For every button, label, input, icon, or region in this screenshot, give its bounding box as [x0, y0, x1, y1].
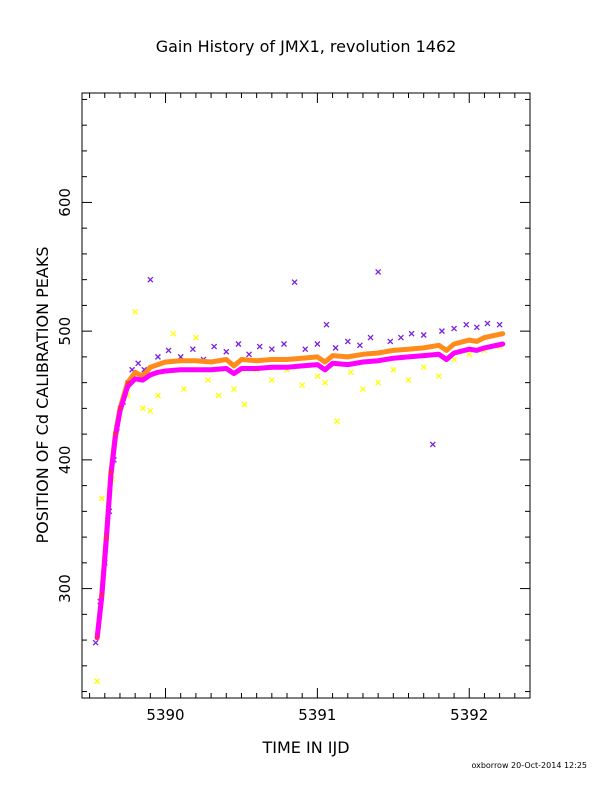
y-tick-label: 300 [56, 574, 74, 603]
yellow-point [230, 386, 237, 393]
purple-point [387, 338, 394, 345]
red-point [112, 431, 118, 437]
yellow-point [268, 377, 275, 384]
purple-point [420, 332, 427, 338]
x-tick-label: 5391 [298, 706, 336, 724]
purple-point [451, 325, 458, 332]
purple-point [223, 348, 230, 355]
yellow-point [466, 351, 473, 358]
purple-point [429, 441, 436, 448]
magenta-series-line [94, 341, 506, 640]
purple-point [235, 341, 242, 347]
purple-point [281, 341, 287, 347]
plot-area: 5390 5391 5392 300 400 500 600 [56, 92, 531, 724]
purple-point [332, 344, 339, 351]
purple-point [484, 320, 491, 327]
plot-frame [81, 92, 531, 699]
yellow-point [205, 377, 212, 384]
purple-point [268, 346, 275, 353]
purple-point [356, 342, 363, 349]
purple-point [344, 338, 351, 345]
purple-point [438, 328, 445, 335]
yellow-point [94, 678, 101, 685]
purple-point [302, 346, 309, 353]
purple-point [92, 639, 99, 646]
yellow-point [405, 377, 412, 384]
red-point [117, 405, 123, 411]
yellow-point [192, 334, 199, 341]
red-point [103, 534, 109, 540]
yellow-point [322, 379, 328, 386]
purple-point [323, 321, 330, 328]
yellow-point [139, 405, 146, 412]
yellow-point [241, 401, 248, 408]
purple-point [375, 268, 382, 275]
yellow-point [435, 373, 442, 380]
y-axis-label: POSITION OF Cd CALIBRATION PEAKS [33, 247, 52, 544]
yellow-point [451, 356, 458, 363]
purple-point [291, 279, 298, 286]
purple-point [189, 346, 196, 353]
yellow-point [347, 369, 354, 376]
purple-point [154, 353, 161, 360]
yellow-point [180, 386, 187, 393]
x-tick-label: 5392 [450, 706, 488, 724]
yellow-point [420, 364, 427, 371]
red-point [99, 592, 105, 598]
yellow-point [299, 382, 306, 389]
x-axis-label: TIME IN IJD [261, 738, 349, 757]
yellow-point [132, 308, 139, 315]
purple-point [246, 351, 253, 358]
yellow-point [215, 392, 222, 399]
yellow-point [390, 366, 397, 373]
purple-point [256, 343, 263, 350]
orange-series-line [94, 331, 506, 640]
footer-credit: oxborrow 20-Oct-2014 12:25 [471, 761, 587, 770]
yellow-point [314, 373, 321, 380]
purple-point [147, 276, 154, 283]
yellow-point [170, 330, 177, 337]
red-point [108, 470, 114, 476]
yellow-point [154, 392, 161, 399]
y-tick-label: 600 [56, 188, 74, 217]
purple-point [211, 343, 218, 350]
yellow-point [375, 379, 382, 386]
y-tick-label: 400 [56, 446, 74, 475]
yellow-point [147, 407, 154, 414]
purple-point [408, 330, 415, 337]
x-tick-label: 5390 [146, 706, 184, 724]
chart-title: Gain History of JMX1, revolution 1462 [156, 37, 457, 56]
purple-point [397, 334, 404, 341]
yellow-point [98, 495, 105, 502]
purple-point [367, 334, 374, 341]
yellow-point [359, 386, 366, 393]
purple-point [473, 324, 480, 331]
y-tick-label: 500 [56, 317, 74, 346]
purple-point [496, 321, 503, 328]
purple-point [314, 341, 321, 347]
purple-point [135, 360, 142, 367]
yellow-point [334, 418, 341, 425]
purple-point [463, 321, 470, 328]
red-point [94, 635, 100, 640]
purple-point [165, 347, 172, 354]
red-point [125, 380, 130, 386]
